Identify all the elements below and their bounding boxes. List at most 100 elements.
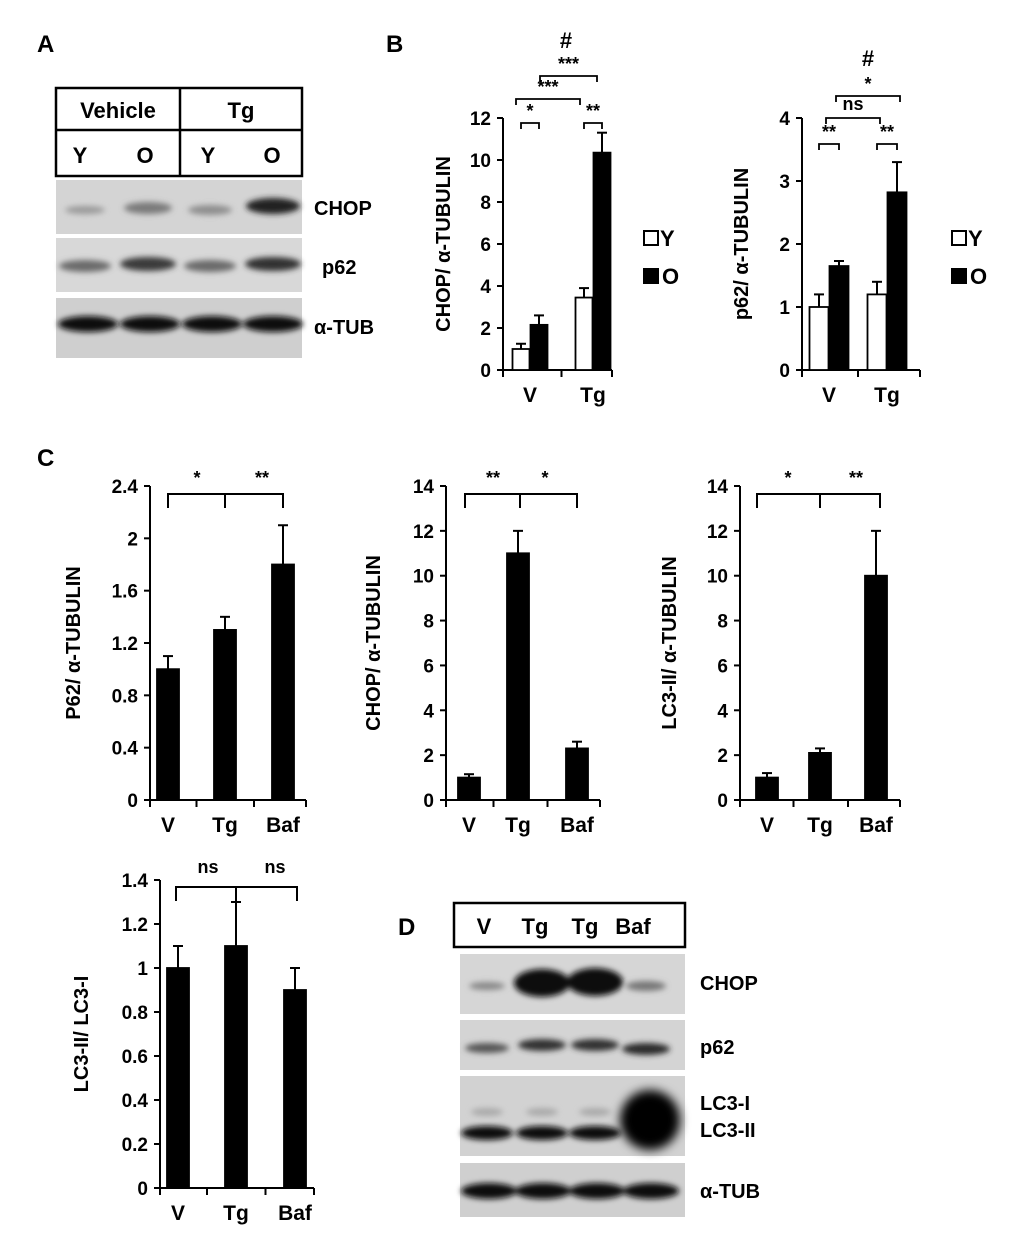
- y-tick-label: 1.6: [112, 582, 138, 603]
- significance-bracket: [876, 143, 898, 150]
- y-tick-label: 0.4: [112, 739, 139, 760]
- bar: [755, 776, 779, 801]
- significance-bracket: [175, 886, 298, 901]
- significance-label: ns: [264, 857, 285, 877]
- legend-label-young: Y: [660, 226, 675, 251]
- y-tick-label: 0.8: [122, 1003, 148, 1024]
- western-blot-d: V Tg Tg Baf: [452, 901, 760, 1217]
- legend-b1: Y O: [643, 226, 679, 289]
- y-axis-label: LC3-II/ LC3-I: [71, 976, 93, 1093]
- y-axis-label: P62/ α-TUBULIN: [63, 566, 85, 719]
- significance-label: *: [864, 74, 871, 94]
- y-tick-label: 2: [423, 746, 434, 767]
- significance-bracket: [539, 75, 598, 82]
- y-tick-label: 0: [480, 361, 491, 382]
- blot-a-label-chop: CHOP: [314, 198, 372, 220]
- significance-label: **: [486, 468, 500, 488]
- blot-d-lane-1: V: [477, 914, 492, 939]
- blot-a-lane-1: Y: [73, 143, 88, 168]
- y-tick-label: 0.4: [122, 1091, 149, 1112]
- bar: [213, 629, 237, 801]
- bar-o: [592, 151, 612, 371]
- bar: [506, 552, 530, 801]
- y-tick-label: 0.8: [112, 686, 138, 707]
- x-category-label: Tg: [212, 814, 238, 837]
- legend-swatch-young: [951, 230, 967, 246]
- y-tick-label: 12: [707, 522, 728, 543]
- blot-a-lane-3: Y: [201, 143, 216, 168]
- x-category-label: Baf: [266, 814, 301, 837]
- y-tick-label: 4: [423, 701, 434, 722]
- x-category-label: Tg: [505, 814, 531, 837]
- x-category-label: Tg: [874, 384, 900, 407]
- significance-bracket: [515, 98, 581, 105]
- bar: [864, 574, 888, 801]
- significance-label: *: [193, 468, 200, 488]
- significance-label: *: [784, 468, 791, 488]
- significance-label: **: [822, 122, 836, 142]
- significance-label: *: [541, 468, 548, 488]
- bar-y: [511, 348, 531, 371]
- y-tick-label: 0: [137, 1179, 148, 1200]
- blot-d-label-lc3-i: LC3-I: [700, 1093, 750, 1115]
- bar: [565, 747, 589, 801]
- y-tick-label: 14: [707, 477, 729, 498]
- y-tick-label: 4: [480, 277, 491, 298]
- bar: [457, 776, 481, 801]
- x-category-label: V: [171, 1202, 185, 1225]
- legend-b2: Y O: [951, 226, 987, 289]
- y-axis-label: LC3-II/ α-TUBULIN: [659, 556, 681, 729]
- legend-label-old: O: [970, 264, 987, 289]
- blot-a-label-tub: α-TUB: [314, 317, 374, 339]
- bar-y: [808, 306, 830, 371]
- y-tick-label: 6: [480, 235, 491, 256]
- bar-chart-c-lc3-ratio: 0 0.2 0.4 0.6 0.8 1 1.2 1.4 V Tg Baf LC3-II/ LC3-I n…: [71, 857, 315, 1225]
- bar-y: [866, 293, 888, 371]
- blot-a-group-tg: Tg: [228, 98, 255, 123]
- significance-bracket: [825, 117, 881, 124]
- blot-d-label-lc3-ii: LC3-II: [700, 1120, 756, 1142]
- y-tick-label: 0: [127, 791, 138, 812]
- bar: [156, 668, 180, 801]
- western-blot-a: Vehicle Tg Y O Y O CHOP p62: [54, 86, 374, 358]
- y-tick-label: 10: [470, 151, 491, 172]
- significance-label: ***: [558, 54, 579, 74]
- y-tick-label: 3: [779, 172, 790, 193]
- legend-swatch-old: [643, 268, 659, 284]
- panel-letter-c: C: [37, 445, 54, 472]
- x-category-label: V: [523, 384, 537, 407]
- bar-o: [886, 191, 908, 371]
- y-tick-label: 4: [779, 109, 790, 130]
- bar: [271, 563, 295, 801]
- significance-bracket: [520, 122, 540, 129]
- y-tick-label: 6: [423, 656, 434, 677]
- legend-label-old: O: [662, 264, 679, 289]
- y-tick-label: 0.2: [122, 1135, 148, 1156]
- y-tick-label: 1: [779, 298, 790, 319]
- significance-label: ns: [197, 857, 218, 877]
- significance-label: #: [560, 28, 572, 53]
- bar-o: [828, 265, 850, 371]
- bar: [808, 752, 832, 801]
- y-tick-label: 10: [413, 567, 434, 588]
- blot-d-lane-4: Baf: [615, 914, 651, 939]
- y-tick-label: 2: [717, 746, 728, 767]
- x-category-label: Tg: [807, 814, 833, 837]
- legend-swatch-old: [951, 268, 967, 284]
- y-axis-label: CHOP/ α-TUBULIN: [433, 156, 455, 332]
- legend-swatch-young: [643, 230, 659, 246]
- x-category-label: V: [161, 814, 175, 837]
- y-tick-label: 8: [717, 612, 728, 633]
- y-tick-label: 1: [137, 959, 148, 980]
- significance-label: **: [849, 468, 863, 488]
- blot-d-lane-3: Tg: [572, 914, 599, 939]
- y-axis-label: CHOP/ α-TUBULIN: [363, 555, 385, 731]
- x-category-label: V: [822, 384, 836, 407]
- blot-d-label-chop: CHOP: [700, 973, 758, 995]
- panel-letter-d: D: [398, 914, 415, 941]
- blot-d-header-box: [452, 901, 687, 949]
- y-tick-label: 0: [779, 361, 790, 382]
